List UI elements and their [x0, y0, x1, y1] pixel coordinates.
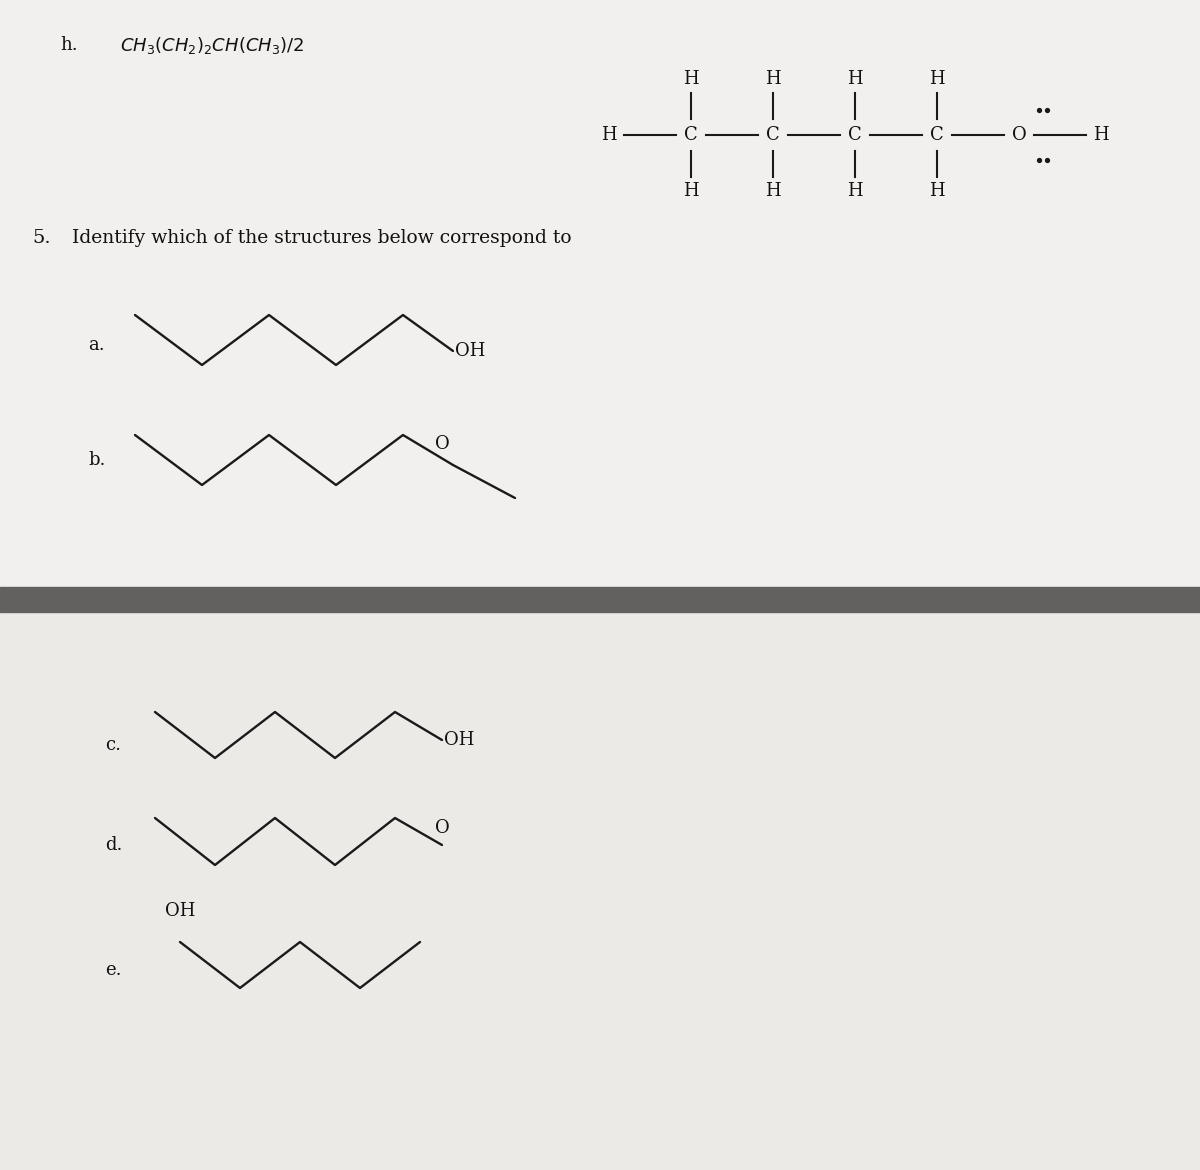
- Bar: [0, 612, 1200, 1170]
- Text: H: H: [683, 183, 698, 200]
- Text: OH: OH: [164, 902, 196, 920]
- Text: O: O: [1012, 126, 1026, 144]
- Bar: [0, 0, 1200, 587]
- Text: H: H: [929, 70, 944, 88]
- Bar: [0, 587, 1200, 612]
- Text: b.: b.: [88, 450, 106, 469]
- Text: $\mathit{CH_3(CH_2)_2CH(CH_3)/2}$: $\mathit{CH_3(CH_2)_2CH(CH_3)/2}$: [120, 34, 304, 55]
- Text: H: H: [929, 183, 944, 200]
- Text: H: H: [847, 183, 863, 200]
- Text: H: H: [766, 183, 781, 200]
- Text: 5.: 5.: [32, 229, 50, 247]
- Text: C: C: [848, 126, 862, 144]
- Text: c.: c.: [106, 736, 121, 753]
- Text: Identify which of the structures below correspond to: Identify which of the structures below c…: [72, 229, 571, 247]
- Text: H: H: [847, 70, 863, 88]
- Text: H: H: [601, 126, 617, 144]
- Text: e.: e.: [106, 961, 121, 979]
- Text: O: O: [434, 819, 450, 837]
- Text: H: H: [683, 70, 698, 88]
- Text: C: C: [930, 126, 944, 144]
- Text: OH: OH: [444, 731, 474, 749]
- Text: OH: OH: [455, 342, 485, 360]
- Text: C: C: [684, 126, 698, 144]
- Text: h.: h.: [60, 36, 78, 54]
- Text: O: O: [434, 435, 450, 453]
- Text: d.: d.: [106, 837, 122, 854]
- Text: a.: a.: [88, 336, 104, 355]
- Text: C: C: [766, 126, 780, 144]
- Text: H: H: [1093, 126, 1109, 144]
- Text: H: H: [766, 70, 781, 88]
